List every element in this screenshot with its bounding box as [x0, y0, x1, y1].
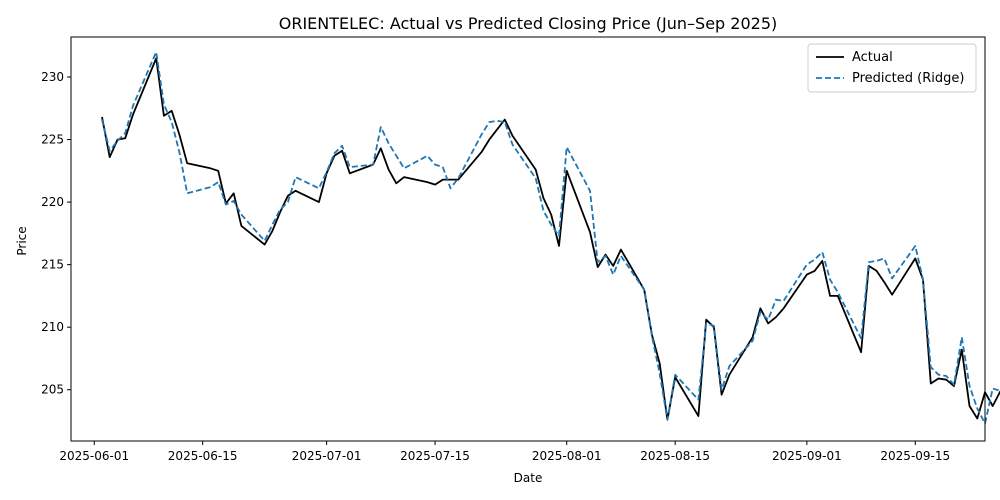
legend: Actual Predicted (Ridge) — [807, 43, 977, 93]
x-tick-label: 2025-06-15 — [168, 449, 238, 463]
series-line-actual — [101, 57, 1000, 421]
legend-box — [807, 43, 977, 93]
y-tick-label: 230 — [41, 70, 64, 84]
x-tick-label: 2025-08-01 — [532, 449, 602, 463]
series-line-predicted-ridge — [101, 51, 1000, 425]
x-tick-label: 2025-09-15 — [880, 449, 950, 463]
x-tick-label: 2025-07-15 — [400, 449, 470, 463]
x-axis-label: Date — [514, 471, 543, 485]
x-tick-label: 2025-06-01 — [59, 449, 129, 463]
plot-area — [70, 36, 1000, 442]
chart-title: ORIENTELEC: Actual vs Predicted Closing … — [279, 14, 778, 33]
plot-frame — [70, 36, 986, 442]
legend-actual-label: Actual — [852, 50, 893, 65]
x-tick-label: 2025-09-01 — [772, 449, 842, 463]
y-tick-label: 210 — [41, 320, 64, 334]
y-tick-label: 225 — [41, 133, 64, 147]
x-tick-label: 2025-08-15 — [640, 449, 710, 463]
y-tick-label: 220 — [41, 195, 64, 209]
y-tick-label: 215 — [41, 258, 64, 272]
y-axis-label: Price — [15, 226, 29, 255]
x-tick-label: 2025-07-01 — [292, 449, 362, 463]
y-tick-label: 205 — [41, 383, 64, 397]
legend-predicted-label: Predicted (Ridge) — [852, 71, 964, 86]
axis-ticks: 2025-06-01 2025-06-15 2025-07-01 2025-07-15… — [41, 70, 950, 463]
